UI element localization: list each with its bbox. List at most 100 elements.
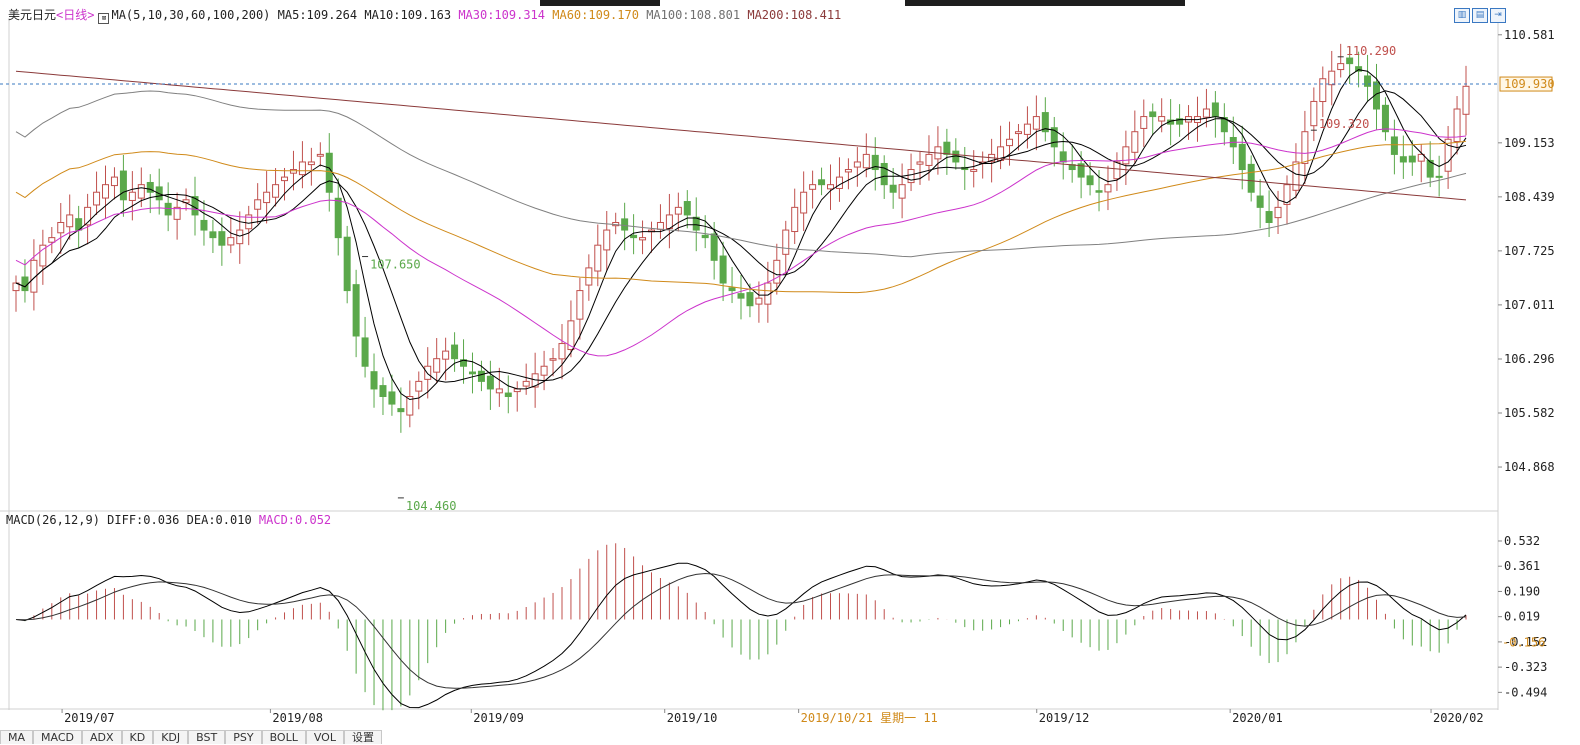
candle-body — [128, 191, 136, 201]
price-tick-label: 106.296 — [1504, 352, 1555, 366]
macd-spec: MACD(26,12,9) — [6, 513, 100, 527]
candle-body — [307, 161, 315, 166]
candle-body — [692, 216, 700, 231]
candle-body — [1211, 102, 1219, 118]
candle-body — [1372, 81, 1380, 110]
candle-body — [1247, 163, 1255, 193]
current-price-tag — [1499, 76, 1553, 92]
candle-body — [334, 197, 342, 239]
chart-type-icon[interactable]: ▥ — [1454, 8, 1470, 23]
candle-body — [1140, 116, 1148, 129]
macd-tick-label: -0.152 — [1504, 635, 1547, 649]
candle-body — [916, 161, 924, 165]
candle-body — [576, 290, 584, 320]
candle-body — [907, 169, 915, 184]
candle-body — [746, 292, 754, 307]
candle-body — [791, 206, 799, 233]
candle-body — [782, 229, 790, 255]
candle-body — [844, 169, 852, 173]
macd-dea: DEA:0.010 — [186, 513, 252, 527]
candle-body — [683, 201, 691, 216]
candle-body — [898, 184, 906, 199]
candle-body — [451, 344, 459, 360]
macd-tick-label: -0.494 — [1504, 685, 1547, 699]
next-icon[interactable]: ⇥ — [1490, 8, 1506, 23]
ma200-line — [15, 70, 1467, 201]
candle-body — [540, 365, 548, 376]
candle-body — [316, 153, 324, 157]
candle-body — [1041, 112, 1049, 133]
candle-body — [862, 153, 870, 169]
candle-body — [21, 276, 29, 292]
date-label-6: 2020/01 — [1232, 711, 1283, 725]
candle-body — [889, 184, 897, 193]
candle-body — [298, 161, 306, 176]
macd-value: MACD:0.052 — [258, 513, 332, 527]
date-label-5: 2019/12 — [1039, 711, 1090, 725]
candle-body — [39, 244, 47, 267]
tab-settings[interactable]: 设置 — [343, 730, 382, 744]
candle-body — [1113, 161, 1121, 180]
macd-tick-label: 0.532 — [1504, 534, 1540, 548]
candle-body — [719, 255, 727, 284]
candle-body — [585, 267, 593, 286]
candle-body — [737, 293, 745, 299]
tab-kdj[interactable]: KDJ — [153, 730, 189, 744]
candle-body — [818, 179, 826, 186]
candle-body — [504, 392, 512, 398]
candle-body — [1426, 159, 1434, 178]
candle-body — [656, 221, 664, 230]
candle-body — [1337, 63, 1345, 71]
macd-current-label: -0.156 — [1502, 635, 1545, 649]
candle-body — [272, 184, 280, 198]
candle-body — [1176, 118, 1184, 125]
tab-boll[interactable]: BOLL — [261, 730, 306, 744]
top-bar-right — [905, 0, 1185, 6]
candle-body — [1104, 184, 1112, 193]
tab-macd[interactable]: MACD — [33, 730, 82, 744]
symbol-label: 美元日元 — [8, 8, 57, 22]
candle-body — [1220, 117, 1228, 133]
price-tick-label: 109.153 — [1504, 136, 1555, 150]
toolbar: ▥ ▤ ⇥ — [1454, 8, 1506, 23]
candle-body — [1032, 116, 1040, 130]
ma100-line — [15, 90, 1467, 258]
candle-body — [1059, 151, 1067, 163]
price-tick-label: 105.582 — [1504, 406, 1555, 420]
ma-spec: MA(5,10,30,60,100,200) — [111, 8, 271, 22]
tab-adx[interactable]: ADX — [82, 730, 122, 744]
candle-body — [1050, 127, 1058, 148]
tab-bst[interactable]: BST — [188, 730, 226, 744]
annotation-label-109.320: 109.320 — [1319, 117, 1370, 131]
candle-body — [1435, 175, 1443, 178]
candle-body — [1346, 57, 1354, 65]
candle-body — [48, 237, 56, 243]
top-bar-left — [540, 0, 660, 6]
tab-ma[interactable]: MA — [0, 730, 34, 744]
candle-body — [433, 358, 441, 373]
tab-vol[interactable]: VOL — [305, 730, 344, 744]
period-label: <日线> — [56, 8, 95, 22]
candle-body — [1149, 111, 1157, 118]
candle-body — [674, 206, 682, 215]
candle-body — [1265, 211, 1273, 223]
tab-kd[interactable]: KD — [121, 730, 154, 744]
ma30-value: MA30:109.314 — [458, 8, 546, 22]
layout-icon[interactable]: ▤ — [1472, 8, 1488, 23]
candle-body — [621, 218, 629, 231]
candle-body — [710, 233, 718, 261]
candle-body — [424, 365, 432, 380]
candle-body — [173, 206, 181, 220]
candle-body — [388, 391, 396, 405]
candle-body — [1462, 85, 1470, 115]
candle-body — [1417, 153, 1425, 162]
candles-group — [12, 43, 1470, 433]
candle-body — [1158, 116, 1166, 122]
candle-body — [773, 259, 781, 284]
candle-body — [925, 153, 933, 166]
candle-body — [970, 169, 978, 172]
macd-tick-label: 0.019 — [1504, 610, 1540, 624]
tab-psy[interactable]: PSY — [225, 730, 262, 744]
candle-body — [236, 229, 244, 245]
